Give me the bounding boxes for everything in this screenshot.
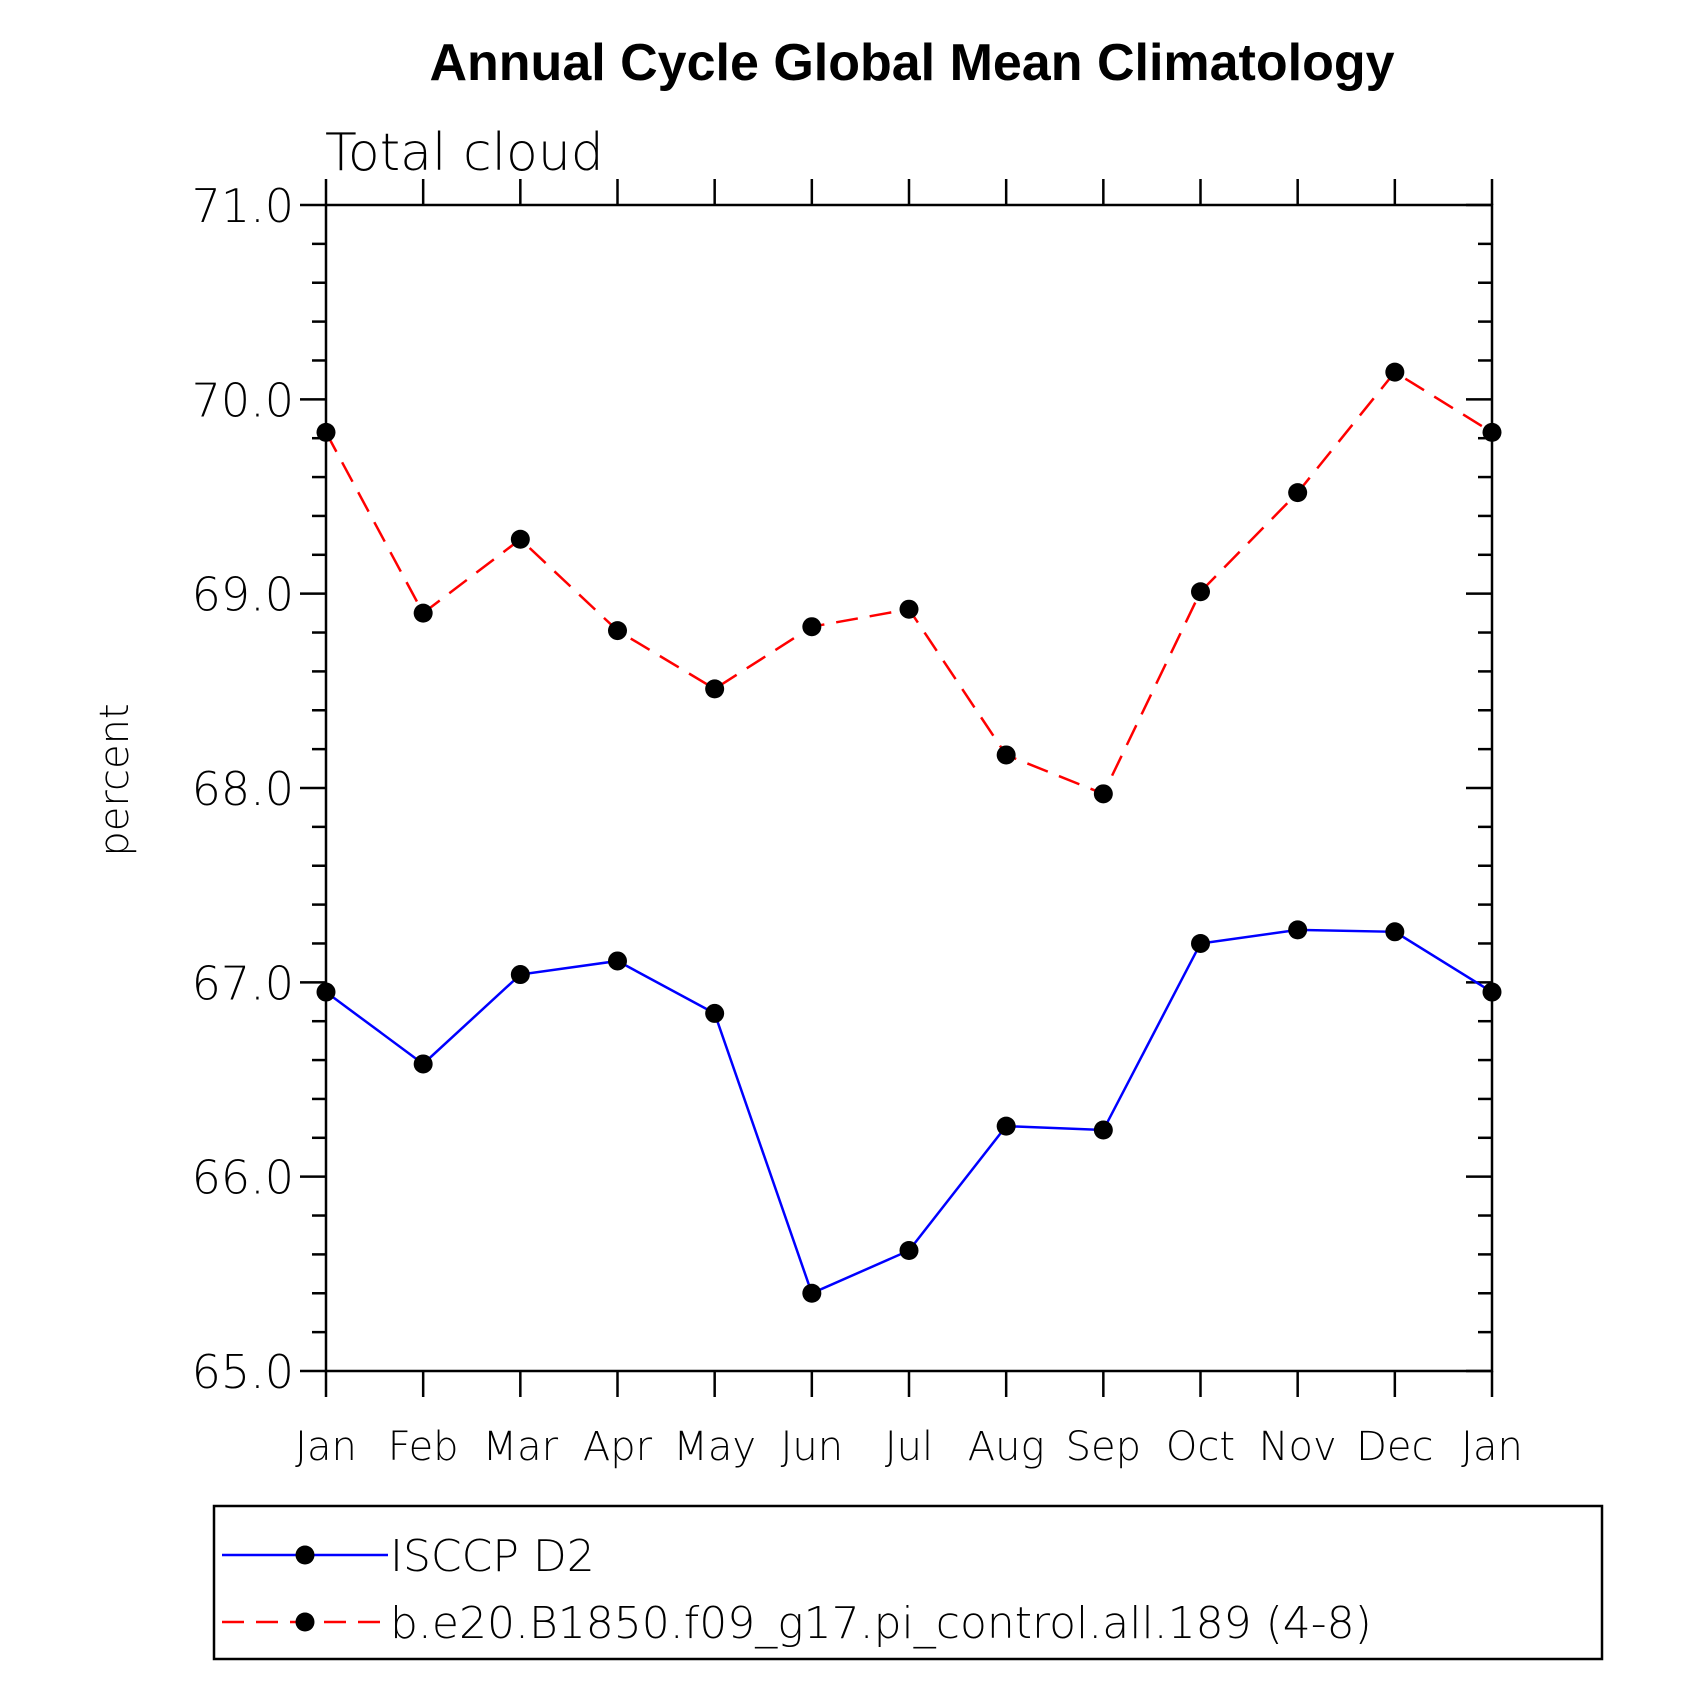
data-point [1191,933,1210,953]
data-point [510,529,530,549]
data-point [413,603,433,623]
legend-marker [295,1545,315,1565]
data-point [1385,922,1405,942]
x-tick-label: Oct [1166,1424,1235,1470]
x-tick-label: May [673,1424,756,1470]
x-tick-label: Mar [483,1424,559,1470]
x-tick-label: Nov [1259,1424,1337,1470]
data-point [316,422,336,442]
x-tick-label: Jul [885,1424,933,1470]
legend-marker [295,1612,315,1632]
data-point [608,621,627,641]
x-axis-ticks: Jan Feb Mar Apr May Jun Jul Aug Sep Oct Nov Dec Jan [295,179,1523,1470]
data-point [608,951,627,971]
data-point [413,1054,433,1074]
y-tick-label: 68.0 [192,762,294,816]
y-tick-label: 71.0 [192,179,294,233]
data-point [1385,362,1405,382]
x-tick-label: Jan [295,1424,357,1470]
legend-box [212,1504,1604,1661]
chart-title: Annual Cycle Global Mean Climatology [429,34,1394,92]
data-point [802,617,822,637]
series-line-1 [324,370,1493,796]
data-point [1093,784,1113,804]
y-tick-label: 70.0 [192,373,294,427]
y-axis-label: percent [92,703,138,856]
data-point [1093,1120,1113,1140]
x-tick-label: Sep [1066,1424,1141,1470]
data-point [1191,582,1210,602]
data-point [510,965,530,985]
x-tick-label: Dec [1356,1424,1433,1470]
data-point [899,1241,919,1261]
data-point [705,1003,725,1023]
y-tick-label: 67.0 [192,956,294,1010]
x-tick-label: Feb [388,1424,459,1470]
data-point [316,982,336,1002]
data-point [1288,483,1308,503]
x-tick-label: Apr [583,1424,653,1470]
data-point [899,599,919,619]
series-line-0 [325,928,1493,1295]
data-point [705,679,725,699]
y-tick-label: 66.0 [192,1151,294,1205]
data-point [1482,982,1502,1002]
plot-frame [324,203,1494,1373]
y-axis-ticks: 65.0 66.0 67.0 68.0 69.0 70.0 71.0 [192,179,1492,1399]
chart-subtitle: Total cloud [325,123,604,183]
x-tick-label: Aug [968,1424,1045,1470]
series-layer [316,362,1502,1303]
data-point [1482,422,1502,442]
data-point [996,745,1016,765]
data-point [1288,920,1308,940]
y-tick-label: 69.0 [192,568,294,622]
x-tick-label: Jun [781,1424,844,1470]
legend-label-0: ISCCP D2 [390,1531,595,1582]
x-tick-label: Jan [1461,1424,1523,1470]
y-tick-label: 65.0 [192,1345,294,1399]
data-point [802,1283,822,1303]
data-point [996,1116,1016,1136]
legend-label-1: b.e20.B1850.f09_g17.pi_control.all.189 (… [390,1598,1372,1649]
legend: ISCCP D2 b.e20.B1850.f09_g17.pi_control.a… [222,1531,1372,1649]
